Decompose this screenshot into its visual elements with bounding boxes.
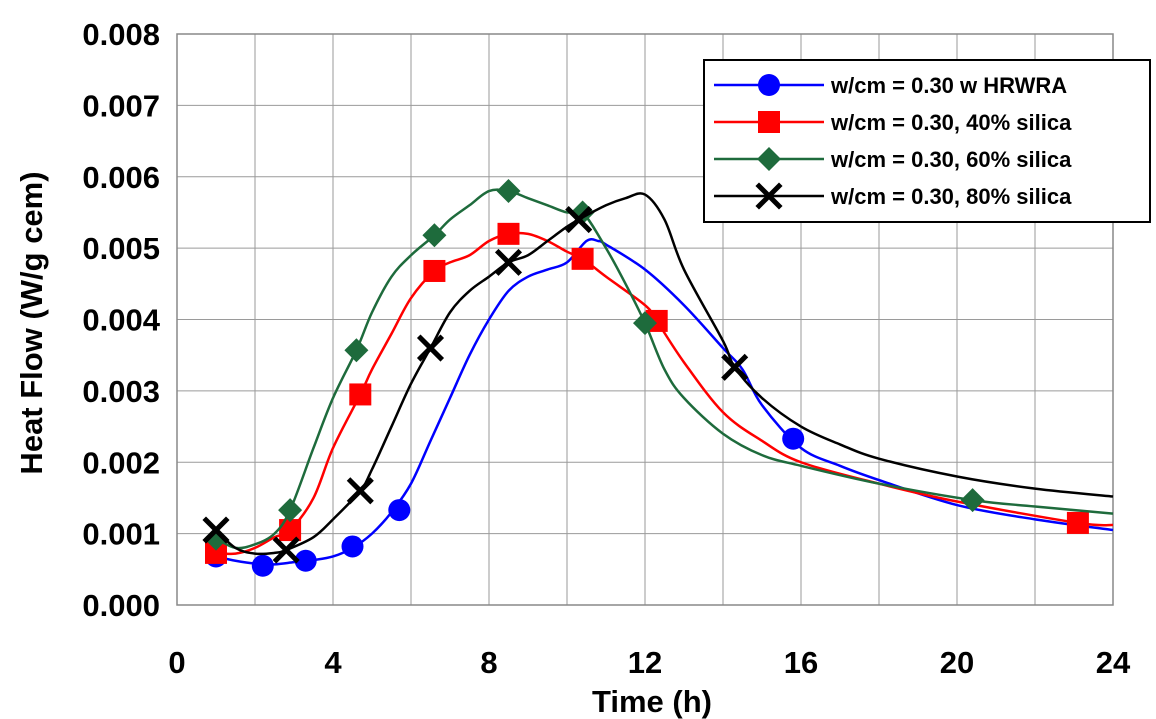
x-tick-label: 0 [168, 645, 185, 680]
y-axis-title: Heat Flow (W/g cem) [14, 171, 49, 474]
series-group [205, 222, 1114, 564]
y-tick-label: 0.008 [82, 17, 160, 52]
series-group [204, 179, 1114, 551]
y-tick-label: 0.000 [82, 588, 160, 623]
y-tick-label: 0.001 [82, 517, 160, 552]
x-tick-label: 24 [1096, 645, 1131, 680]
series-group [202, 192, 1114, 564]
x-axis-title: Time (h) [592, 684, 712, 719]
data-point [346, 477, 374, 505]
data-point [349, 383, 372, 406]
data-point [1066, 511, 1089, 534]
y-tick-label: 0.002 [82, 445, 160, 480]
legend-swatch-marker [758, 111, 780, 133]
x-tick-label: 16 [784, 645, 818, 680]
y-tick-label: 0.003 [82, 374, 160, 409]
data-point [344, 338, 369, 363]
data-point [278, 498, 303, 523]
plot-area-frame [176, 33, 1114, 606]
data-point [202, 516, 230, 544]
legend-label: w/cm = 0.30 w HRWRA [830, 73, 1067, 98]
data-point [494, 248, 523, 276]
y-tick-label: 0.006 [82, 160, 160, 195]
data-point [633, 311, 657, 336]
series-layer [202, 179, 1114, 577]
legend-swatch-marker [757, 147, 781, 171]
x-tick-label: 20 [940, 645, 974, 680]
y-tick-label: 0.007 [82, 88, 160, 123]
x-tick-label: 12 [628, 645, 662, 680]
x-tick-label: 4 [324, 645, 342, 680]
data-point [205, 541, 227, 564]
legend-swatch-marker [758, 74, 780, 96]
data-point [422, 223, 447, 248]
series-line [215, 238, 1114, 566]
data-point [782, 427, 805, 450]
data-point [251, 554, 274, 577]
data-point [416, 334, 445, 362]
data-point [497, 222, 520, 245]
data-point [423, 259, 446, 282]
data-point [960, 488, 985, 513]
data-point [279, 519, 302, 542]
data-point [341, 535, 364, 558]
data-point [571, 247, 594, 270]
data-point [388, 499, 411, 522]
series-line [215, 188, 1114, 550]
data-point [272, 536, 300, 564]
data-point [721, 353, 749, 381]
series-line [215, 192, 1114, 556]
legend: w/cm = 0.30 w HRWRA w/cm = 0.30, 40% sili… [703, 59, 1151, 223]
data-point [294, 549, 317, 572]
legend-label: w/cm = 0.30, 80% silica [830, 184, 1072, 209]
data-point [565, 206, 593, 234]
data-point [496, 179, 521, 204]
legend-label: w/cm = 0.30, 60% silica [830, 147, 1072, 172]
legend-label: w/cm = 0.30, 40% silica [830, 110, 1072, 135]
tick-labels: 0 4 8 12 16 20 24 0.000 0.001 0.002 0.003 0.004 0.00… [82, 17, 1131, 680]
x-tick-label: 8 [480, 645, 497, 680]
legend-swatch-marker [755, 182, 783, 210]
y-tick-label: 0.004 [82, 303, 160, 338]
series-group [205, 238, 1114, 577]
y-tick-label: 0.005 [82, 231, 160, 266]
